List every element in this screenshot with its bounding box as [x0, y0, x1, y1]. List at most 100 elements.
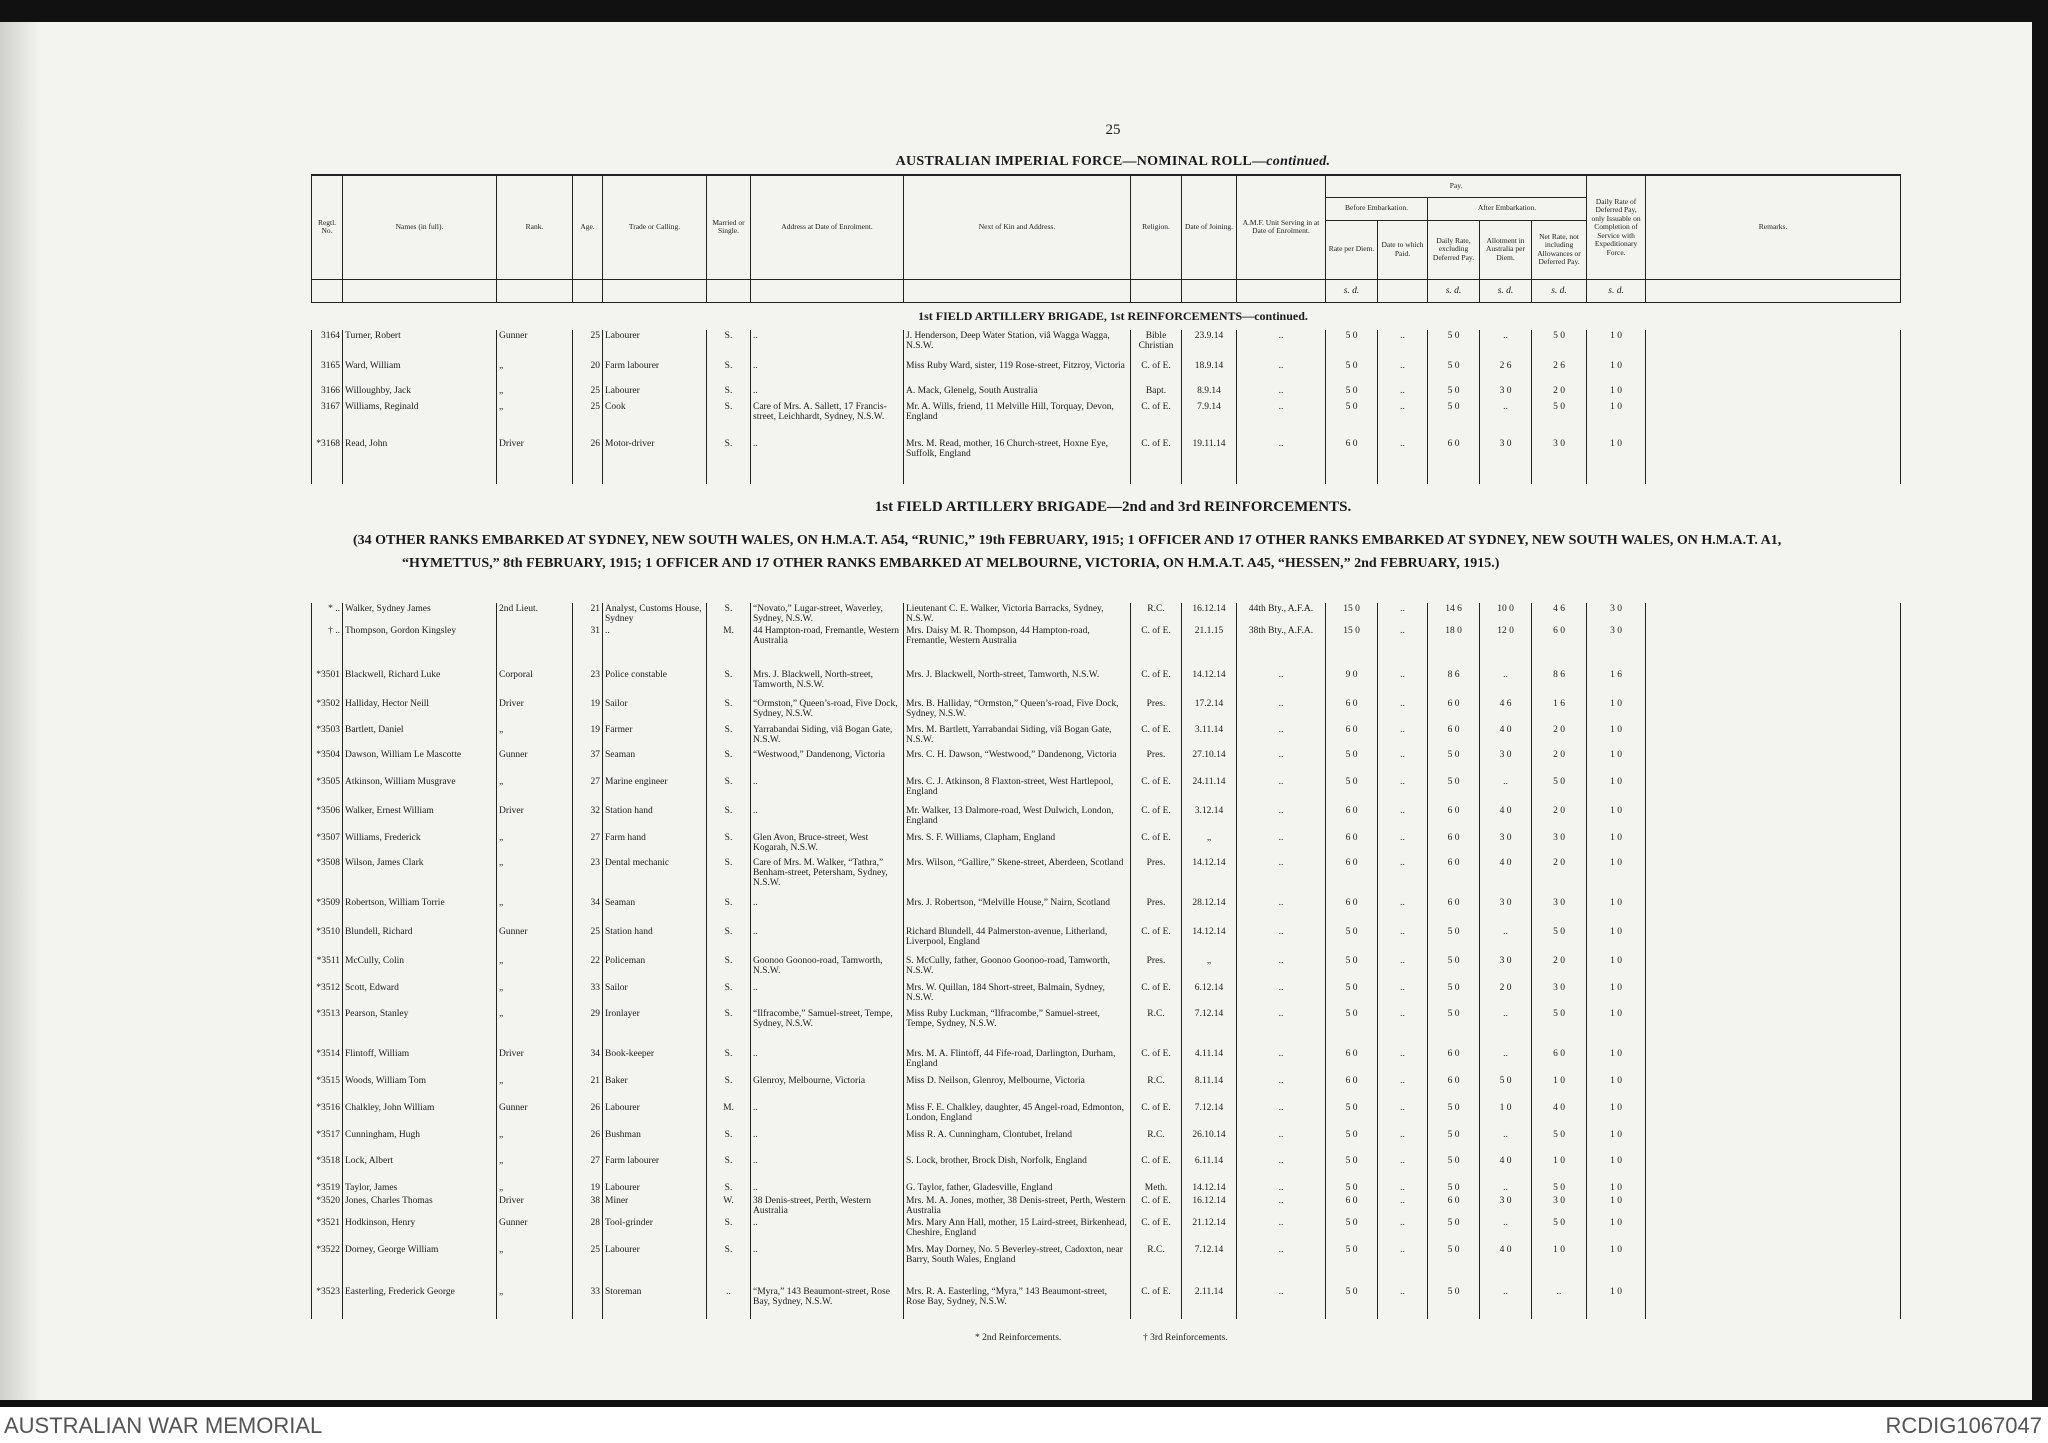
remarks-cell [1645, 832, 1901, 857]
roll-cell: .. [1479, 669, 1532, 698]
roll-cell: Taylor, James [342, 1182, 497, 1195]
roll-cell: 7.9.14 [1181, 401, 1237, 438]
roll-cell: 21.12.14 [1181, 1217, 1237, 1244]
roll-cell: 23 [572, 857, 603, 897]
roll-cell: 3 0 [1531, 832, 1587, 857]
roll-cell: 5 0 [1531, 330, 1587, 360]
roll-cell: Mrs. M. A. Jones, mother, 38 Denis-stree… [903, 1195, 1131, 1217]
roll-cell: 1 0 [1586, 1008, 1646, 1048]
roll-cell: .. [1236, 401, 1326, 438]
roll-cell: 3 0 [1479, 438, 1532, 484]
roll-cell: 5 0 [1427, 1182, 1480, 1195]
roll-cell: 2 6 [1531, 360, 1587, 385]
remarks-cell [1645, 857, 1901, 897]
roll-cell: 6 0 [1325, 724, 1378, 749]
roll-cell: 5 0 [1531, 776, 1587, 805]
remarks-cell [1645, 603, 1901, 625]
roll-cell: 1 0 [1586, 724, 1646, 749]
roll-cell: *3506 [311, 805, 343, 832]
roll-cell: .. [1236, 1182, 1326, 1195]
roll-cell: 5 0 [1325, 926, 1378, 955]
roll-cell: Mr. Walker, 13 Dalmore-road, West Dulwic… [903, 805, 1131, 832]
roll-cell: Dawson, William Le Mascotte [342, 749, 497, 776]
roll-cell: .. [750, 776, 904, 805]
column-header: Net Rate, not including Allowances or De… [1530, 219, 1588, 280]
roll-cell: S. [706, 749, 751, 776]
roll-cell: 6 0 [1325, 1048, 1378, 1075]
roll-cell: Seaman [602, 897, 707, 926]
roll-cell: G. Taylor, father, Gladesville, England [903, 1182, 1131, 1195]
roll-cell: Baker [602, 1075, 707, 1102]
roll-cell: R.C. [1130, 603, 1182, 625]
roll-cell: 6 0 [1325, 805, 1378, 832]
roll-cell: C. of E. [1130, 438, 1182, 484]
roll-row: 3164 Turner, Robert Gunner 25 Labourer S... J.… [311, 330, 1901, 360]
roll-cell: Bartlett, Daniel [342, 724, 497, 749]
roll-cell: 6 0 [1427, 724, 1480, 749]
footnote: † 3rd Reinforcements. [1143, 1333, 1228, 1343]
roll-cell: McCully, Colin [342, 955, 497, 982]
roll-cell: Storeman [602, 1286, 707, 1319]
roll-cell: .. [1236, 438, 1326, 484]
roll-cell: .. [750, 926, 904, 955]
roll-cell: .. [1377, 1048, 1428, 1075]
roll-cell: 3 0 [1479, 955, 1532, 982]
roll-cell: S. [706, 897, 751, 926]
remarks-cell [1645, 1048, 1901, 1075]
section-body: * .. Walker, Sydney James 2nd Lieut. 21 Anal… [311, 603, 1901, 1319]
roll-cell: S. [706, 724, 751, 749]
column-header: Names (in full). [342, 174, 497, 280]
roll-cell: Thompson, Gordon Kingsley [342, 625, 497, 669]
roll-cell: 25 [572, 330, 603, 360]
roll-cell: Police constable [602, 669, 707, 698]
roll-cell: S. [706, 1217, 751, 1244]
roll-cell: 1 0 [1586, 749, 1646, 776]
roll-cell: 14.12.14 [1181, 857, 1237, 897]
roll-cell: 5 0 [1325, 1102, 1378, 1129]
roll-cell: .. [750, 360, 904, 385]
remarks-cell [1645, 1155, 1901, 1182]
roll-cell: .. [706, 1286, 751, 1319]
roll-cell: 1 0 [1586, 805, 1646, 832]
roll-cell: 8.9.14 [1181, 385, 1237, 401]
roll-cell: Hodkinson, Henry [342, 1217, 497, 1244]
unit-cell [342, 279, 497, 303]
remarks-cell [1645, 982, 1901, 1008]
roll-cell: S. Lock, brother, Brock Dish, Norfolk, E… [903, 1155, 1131, 1182]
column-header: Allotment in Australia per Diem. [1479, 219, 1532, 280]
roll-cell: 5 0 [1427, 401, 1480, 438]
roll-cell: 2 0 [1531, 385, 1587, 401]
roll-cell: Pres. [1130, 698, 1182, 724]
roll-cell: 3.11.14 [1181, 724, 1237, 749]
roll-cell: 6 0 [1325, 832, 1378, 857]
roll-cell: 3165 [311, 360, 343, 385]
roll-cell: R.C. [1130, 1129, 1182, 1155]
roll-cell: .. [750, 897, 904, 926]
roll-cell: C. of E. [1130, 982, 1182, 1008]
roll-cell: 19 [572, 698, 603, 724]
roll-cell: .. [1377, 724, 1428, 749]
unit-cell: s. d. [1325, 279, 1378, 303]
roll-cell: *3511 [311, 955, 343, 982]
unit-cell [602, 279, 707, 303]
roll-row: *3515 Woods, William Tom „ 21 Baker S. Glenroy… [311, 1075, 1901, 1102]
page-number: 25 [1105, 122, 1121, 138]
roll-cell: C. of E. [1130, 776, 1182, 805]
roll-cell: Glen Avon, Bruce-street, West Kogarah, N… [750, 832, 904, 857]
roll-cell: 4 6 [1531, 603, 1587, 625]
remarks-cell [1645, 749, 1901, 776]
roll-cell: Bushman [602, 1129, 707, 1155]
roll-cell: 9 0 [1325, 669, 1378, 698]
roll-cell: Walker, Ernest William [342, 805, 497, 832]
roll-cell: *3521 [311, 1217, 343, 1244]
roll-cell: .. [1236, 385, 1326, 401]
roll-cell: .. [750, 1129, 904, 1155]
roll-cell: .. [1377, 1155, 1428, 1182]
roll-cell: “Novato,” Lugar-street, Waverley, Sydney… [750, 603, 904, 625]
roll-cell: Dorney, George William [342, 1244, 497, 1286]
roll-cell: 5 0 [1427, 749, 1480, 776]
roll-cell: Driver [496, 438, 573, 484]
roll-cell: .. [1377, 1217, 1428, 1244]
roll-row: *3504 Dawson, William Le Mascotte Gunner 37… [311, 749, 1901, 776]
roll-cell: „ [496, 1008, 573, 1048]
